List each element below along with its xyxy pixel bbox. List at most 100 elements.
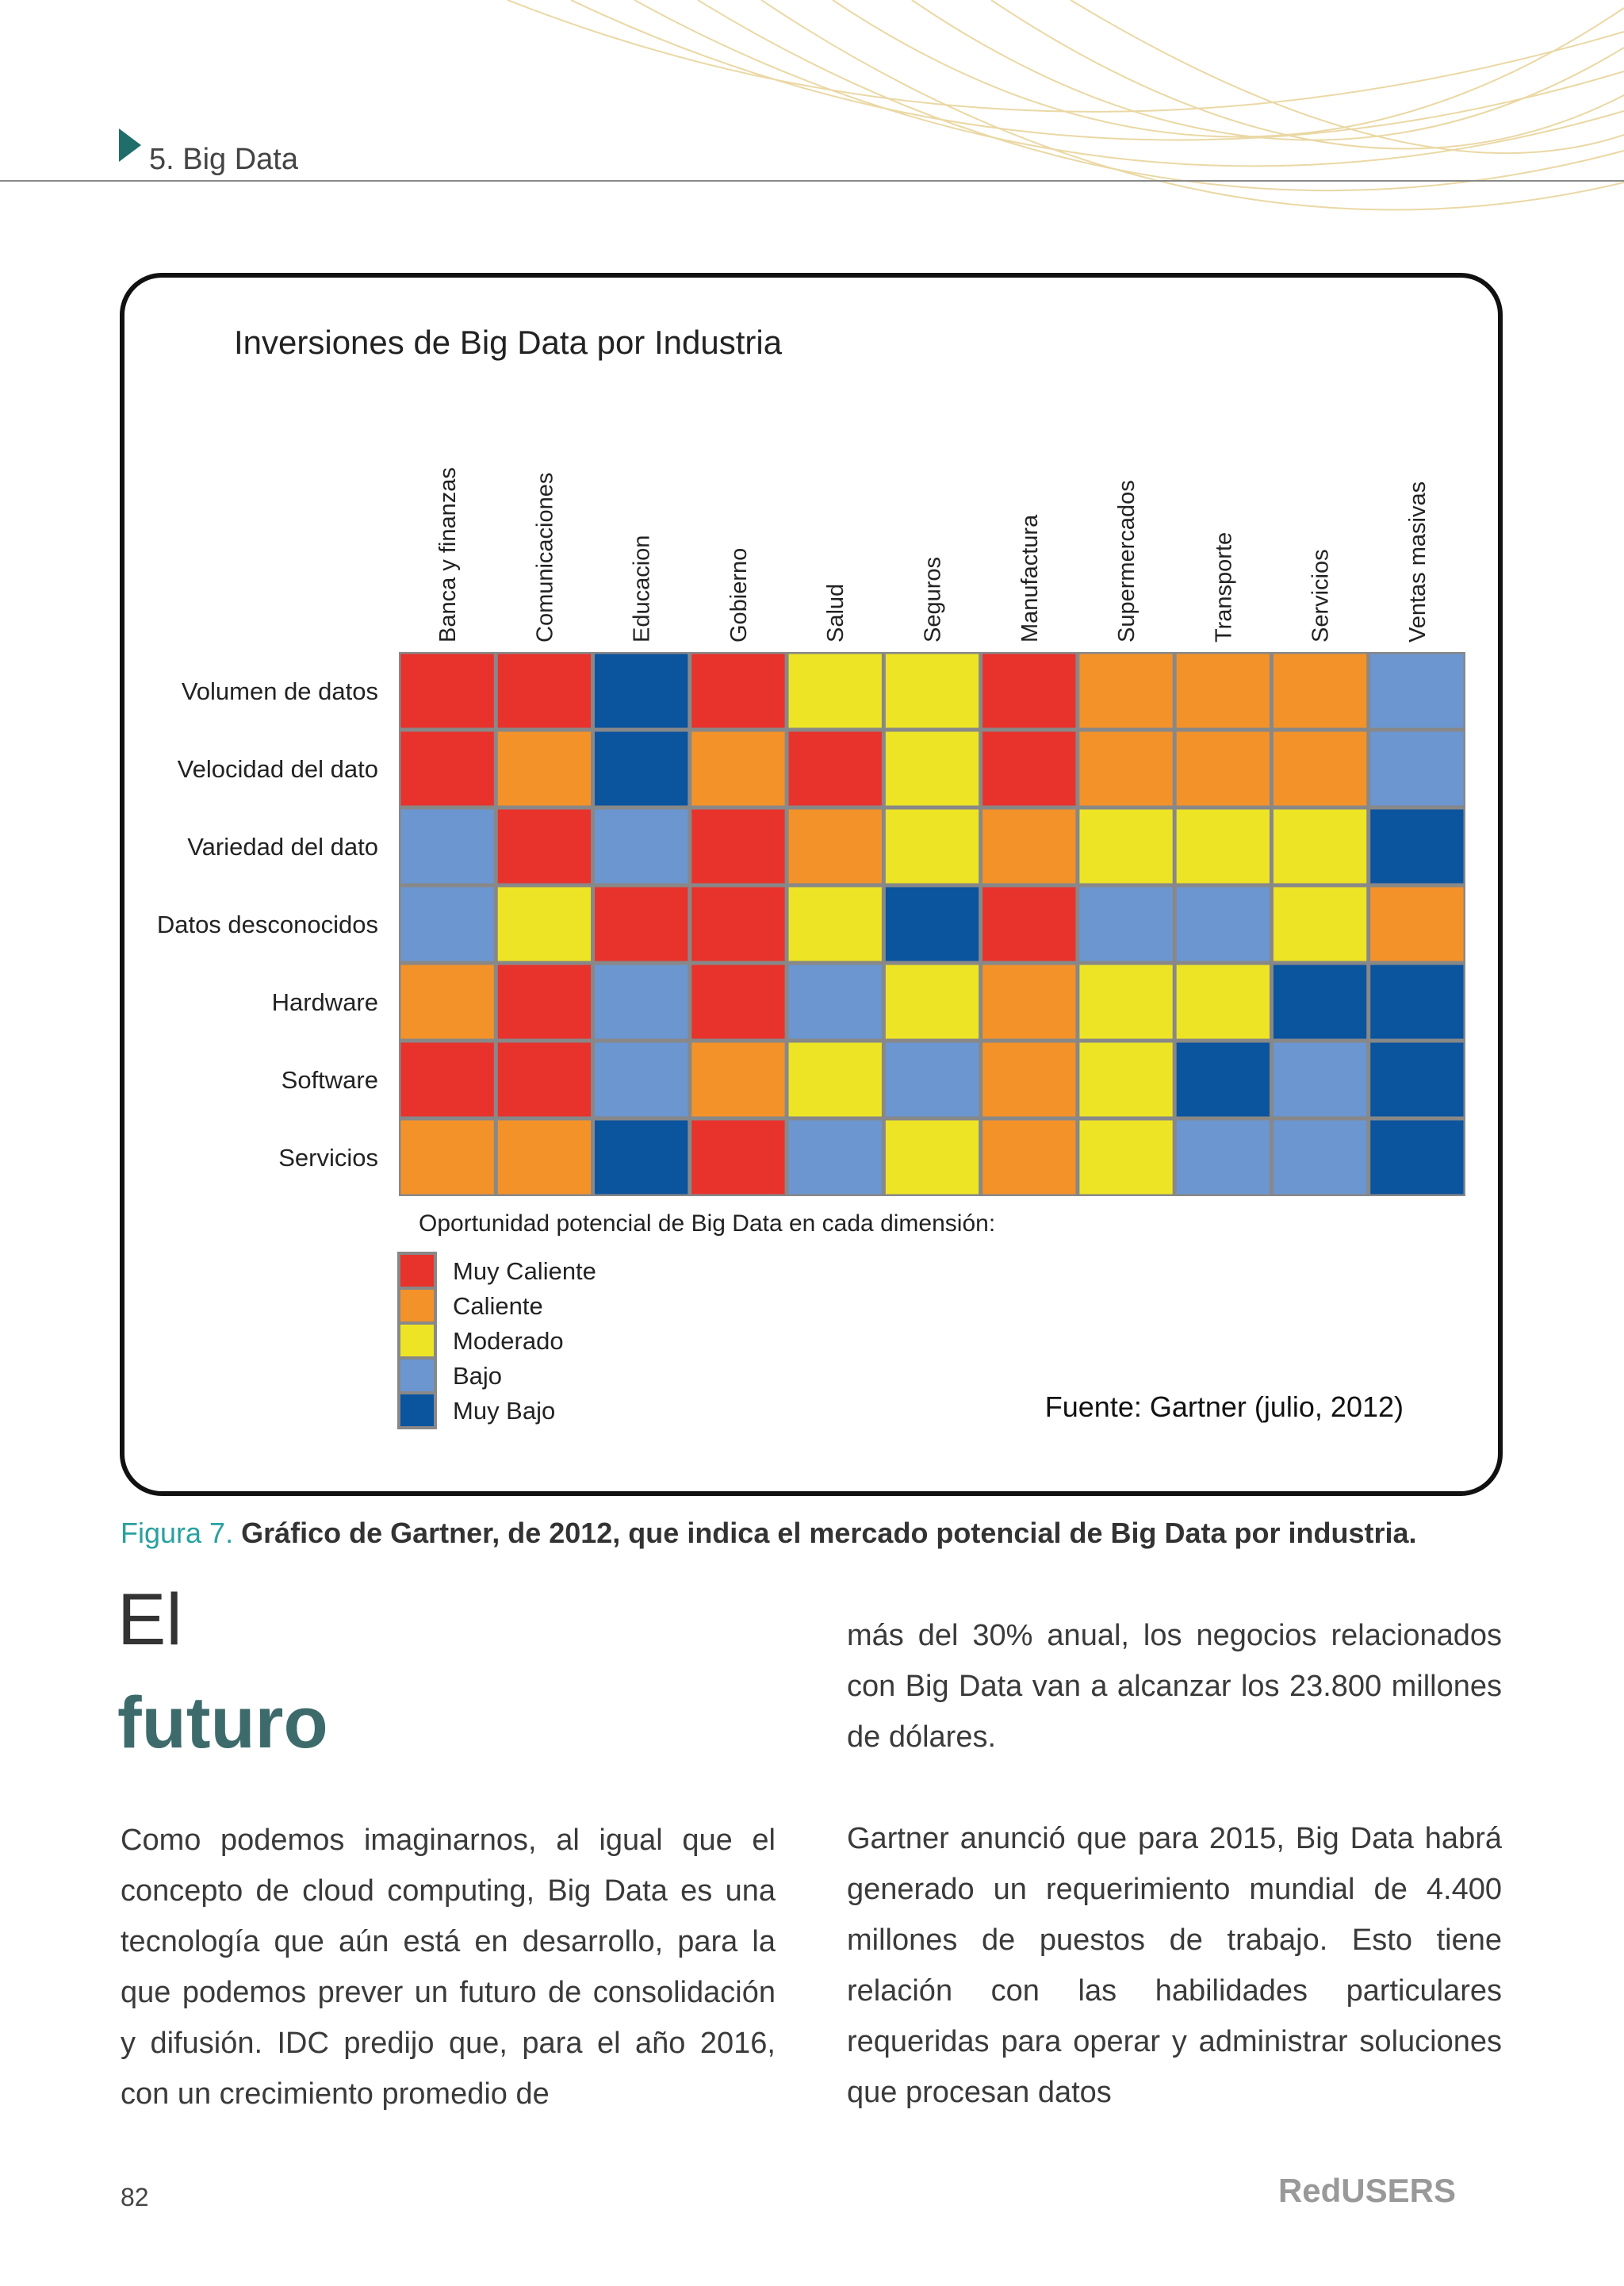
heat-cell [1176, 654, 1270, 728]
heat-cell [1273, 965, 1367, 1039]
legend-label: Bajo [453, 1362, 502, 1390]
heat-cell [885, 654, 979, 728]
heat-cell [885, 965, 979, 1039]
heat-cell [885, 809, 979, 884]
heat-cell [595, 965, 688, 1039]
caption: Figura 7. Gráfico de Gartner, de 2012, q… [121, 1517, 1417, 1550]
legend-swatch [400, 1325, 434, 1356]
heat-cell [982, 809, 1076, 884]
heat-cell [1273, 887, 1367, 961]
column-label: Manufactura [1017, 514, 1043, 642]
heat-cell [1176, 965, 1270, 1039]
legend-label: Caliente [453, 1292, 543, 1320]
section-title: 5. Big Data [149, 143, 299, 176]
heat-cell [1079, 1042, 1173, 1117]
section-marker [119, 128, 141, 162]
heat-cell [1176, 731, 1270, 806]
heat-cell [1176, 1120, 1270, 1195]
heat-cell [1176, 887, 1270, 961]
heat-cell [400, 965, 494, 1039]
heat-cell [1370, 809, 1464, 884]
caption-text: Gráfico de Gartner, de 2012, que indica … [241, 1517, 1417, 1549]
heat-cell [1370, 654, 1464, 728]
heat-cell [400, 1120, 494, 1195]
paragraph: más del 30% anual, los negocios relacion… [847, 1619, 1502, 1754]
heat-cell [1370, 887, 1464, 961]
column-label: Supermercados [1114, 480, 1139, 642]
column-label: Comunicaciones [532, 473, 557, 642]
heat-cell [1079, 1120, 1173, 1195]
column-label: Salud [823, 584, 848, 642]
heat-cell [595, 731, 688, 806]
row-label: Velocidad del dato [178, 755, 378, 783]
heat-cell [788, 731, 882, 806]
brand: RedUSERS [1277, 2172, 1456, 2209]
heat-cell [595, 809, 688, 884]
heading-line: futuro [117, 1682, 328, 1763]
legend-swatch [400, 1255, 434, 1287]
heat-cell [691, 654, 785, 728]
heat-cell [982, 1120, 1076, 1195]
heat-cell [497, 731, 592, 806]
chart-title: Inversiones de Big Data por Industria [234, 324, 783, 361]
column-label: Gobierno [726, 548, 752, 642]
heat-cell [1176, 1042, 1270, 1117]
column-label: Ventas masivas [1405, 481, 1431, 642]
decoration [507, 0, 1624, 211]
row-label: Volumen de datos [182, 677, 378, 705]
page-number: 82 [121, 2183, 149, 2211]
heat-cell [497, 654, 592, 728]
heat-cell [885, 731, 979, 806]
row-label: Servicios [278, 1144, 378, 1172]
heat-cell [595, 1120, 688, 1195]
heat-cell [691, 965, 785, 1039]
legend-swatch [400, 1290, 434, 1321]
heat-cell [1079, 887, 1173, 961]
caption-label: Figura 7. [121, 1517, 234, 1549]
heat-cell [595, 1042, 688, 1117]
legend-label: Muy Caliente [453, 1257, 596, 1285]
heat-cell [1370, 1042, 1464, 1117]
legend-label: Muy Bajo [453, 1397, 555, 1425]
legend-swatch [400, 1394, 434, 1426]
legend-title: Oportunidad potencial de Big Data en cad… [419, 1210, 995, 1237]
heat-cell [1273, 731, 1367, 806]
heat-cell [1273, 654, 1367, 728]
heat-cell [1079, 654, 1173, 728]
column-label: Transporte [1211, 532, 1236, 642]
heat-cell [1079, 965, 1173, 1039]
heat-cell [400, 1042, 494, 1117]
heat-cell [400, 887, 494, 961]
heading-line: El [117, 1579, 182, 1660]
source: Fuente: Gartner (julio, 2012) [1045, 1390, 1404, 1423]
heat-cell [885, 887, 979, 961]
heat-cell [595, 887, 688, 961]
heat-cell [1273, 1120, 1367, 1195]
heat-cell [595, 654, 688, 728]
heat-cell [691, 1042, 785, 1117]
heat-cell [400, 654, 494, 728]
row-label: Variedad del dato [187, 833, 378, 861]
heat-cell [788, 965, 882, 1039]
heat-cell [885, 1120, 979, 1195]
column-label: Seguros [921, 557, 946, 642]
heat-cell [982, 965, 1076, 1039]
paragraph: Como podemos imaginarnos, al igual que e… [121, 1824, 776, 2111]
row-label: Datos desconocidos [157, 911, 378, 938]
heat-cell [982, 654, 1076, 728]
heat-cell [885, 1042, 979, 1117]
heat-cell [1079, 731, 1173, 806]
heat-cell [1273, 809, 1367, 884]
heat-cell [1273, 1042, 1367, 1117]
heat-cell [497, 1042, 592, 1117]
heat-cell [788, 1042, 882, 1117]
heat-cell [691, 887, 785, 961]
column: más del 30% anual, los negocios relacion… [847, 1610, 1502, 2169]
heat-cell [788, 1120, 882, 1195]
heat-cell [1079, 809, 1173, 884]
heat-cell [1370, 965, 1464, 1039]
heat-cell [497, 809, 592, 884]
column-label: Educacion [630, 535, 655, 642]
heat-cell [982, 887, 1076, 961]
heat-cell [982, 1042, 1076, 1117]
